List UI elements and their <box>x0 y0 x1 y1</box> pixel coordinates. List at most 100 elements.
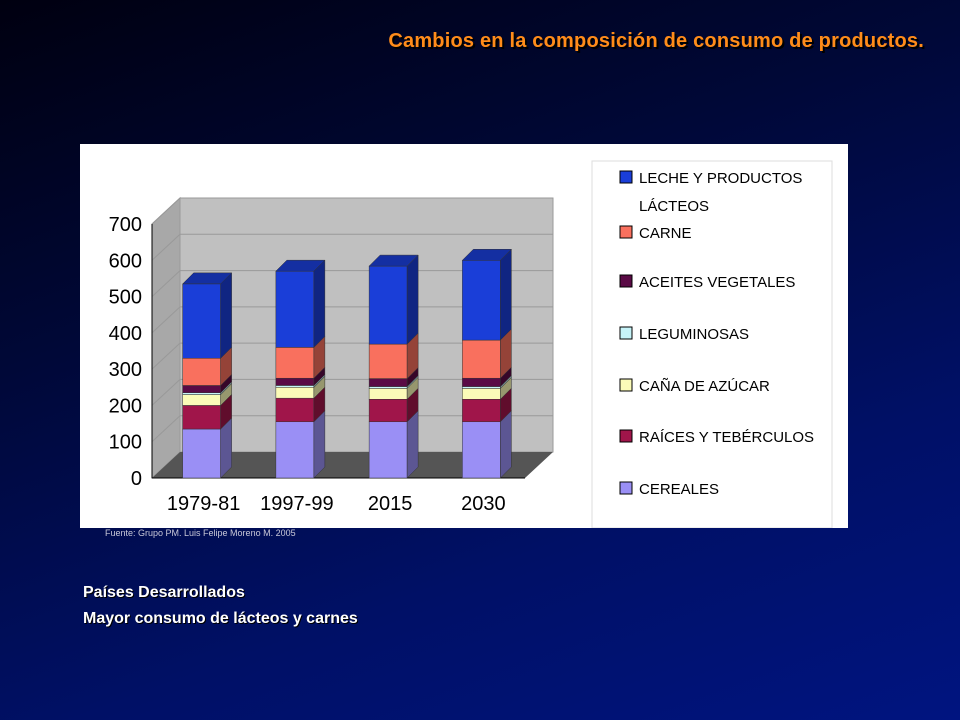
bar-top <box>275 259 326 272</box>
bar-front <box>182 394 221 406</box>
legend-label: CARNE <box>639 225 692 242</box>
bar-front <box>182 385 221 393</box>
bar-front <box>462 388 501 400</box>
bar-front <box>275 377 315 386</box>
legend-item: LECHE Y PRODUCTOS LÁCTEOS <box>619 170 802 215</box>
gridline <box>151 379 181 406</box>
bar-segment <box>182 346 232 387</box>
gridline <box>151 415 181 443</box>
y-tick-label: 500 <box>109 287 142 309</box>
bar-front <box>368 265 408 345</box>
gridline <box>151 270 181 297</box>
x-tick-label: 2015 <box>368 493 413 515</box>
bar-side <box>406 410 419 479</box>
legend-label: LEGUMINOSAS <box>639 326 749 343</box>
bar-front <box>462 339 501 379</box>
legend-swatch <box>619 225 633 239</box>
slide-title: Cambios en la composición de consumo de … <box>388 30 924 52</box>
legend-item: CARNE <box>619 225 692 242</box>
bar-front <box>368 343 408 379</box>
bar-front <box>462 386 501 389</box>
bar-front <box>182 358 221 386</box>
bar-front <box>368 386 408 389</box>
legend-item: RAÍCES Y TEBÉRCULOS <box>619 429 814 446</box>
bar-segment <box>368 254 419 345</box>
legend-swatch <box>619 274 633 288</box>
y-tick-label: 100 <box>109 432 142 454</box>
stacked-bar-chart: 0 100 200 300 400 500 600 700 1979-81 1997-99 201… <box>109 160 833 528</box>
bar-side <box>313 410 326 479</box>
bar-segment <box>275 259 326 348</box>
bar-front <box>462 260 501 341</box>
legend-swatch <box>619 326 633 340</box>
legend-swatch <box>619 481 633 495</box>
legend-label: RAÍCES Y TEBÉRCULOS <box>639 429 814 446</box>
x-tick-label: 1979-81 <box>167 493 240 515</box>
bar-front <box>182 405 221 430</box>
y-tick-label: 200 <box>109 395 142 417</box>
legend-label: CEREALES <box>639 481 719 498</box>
gridline <box>151 233 181 261</box>
bar-front <box>368 399 408 423</box>
bar-segment <box>182 393 232 430</box>
legend-item: CEREALES <box>619 481 719 498</box>
bar-segment <box>368 332 419 380</box>
bar-side <box>406 254 419 345</box>
bar-side <box>500 410 512 479</box>
bar-front <box>368 378 408 387</box>
legend-item: CAÑA DE AZÚCAR <box>619 378 770 395</box>
chart-floor <box>152 452 553 478</box>
bar-segment <box>368 376 419 400</box>
bar-front <box>182 392 221 395</box>
bar-front <box>182 428 221 479</box>
bar-segment <box>182 382 232 407</box>
bar-segment <box>275 386 326 423</box>
caption-conclusion: Mayor consumo de lácteos y carnes <box>83 610 358 627</box>
bar-front <box>275 385 315 388</box>
gridline <box>151 342 181 370</box>
y-tick-label: 300 <box>109 359 142 381</box>
y-tick-label: 600 <box>109 250 142 272</box>
legend-item: LEGUMINOSAS <box>619 326 749 343</box>
chart-side-wall <box>151 196 181 480</box>
bar-front <box>368 421 408 479</box>
x-tick-label: 1997-99 <box>260 493 333 515</box>
x-tick-label: 2030 <box>461 493 506 515</box>
bar-front <box>462 421 501 479</box>
legend-label: ACEITES VEGETALES <box>639 274 795 291</box>
bar-front <box>182 283 221 359</box>
bar-front <box>275 421 315 479</box>
bar-side <box>220 272 232 359</box>
bar-side <box>313 259 326 348</box>
legend-swatch <box>619 429 633 443</box>
bar-top <box>368 254 419 267</box>
y-tick-label: 0 <box>131 468 142 490</box>
bar-front <box>462 399 501 423</box>
legend-swatch <box>619 378 633 392</box>
legend-box <box>591 160 833 528</box>
bar-front <box>275 347 315 379</box>
bar-side <box>500 248 512 341</box>
y-tick-label: 400 <box>109 323 142 345</box>
bar-top <box>182 272 233 285</box>
bar-segment <box>182 272 232 359</box>
bar-front <box>275 387 315 399</box>
bar-front <box>275 270 315 348</box>
legend-label: CAÑA DE AZÚCAR <box>639 378 770 395</box>
bar-segment <box>182 417 232 479</box>
chart-panel: 0 100 200 300 400 500 600 700 1979-81 1997-99 201… <box>80 144 848 528</box>
legend-label: LECHE Y PRODUCTOS LÁCTEOS <box>639 170 802 215</box>
gridline <box>151 197 181 225</box>
bar-segment <box>462 410 512 479</box>
bar-front <box>275 397 315 423</box>
source-note: Fuente: Grupo PM. Luis Felipe Moreno M. … <box>105 528 296 538</box>
bar-front <box>462 377 501 387</box>
bar-segment <box>462 248 512 341</box>
y-tick-label: 700 <box>109 214 142 236</box>
caption-region: Países Desarrollados <box>83 584 245 601</box>
bar-front <box>368 388 408 400</box>
bar-segment <box>368 410 419 479</box>
gridline <box>151 306 181 334</box>
bar-top <box>461 249 512 261</box>
bar-segment <box>275 410 326 479</box>
